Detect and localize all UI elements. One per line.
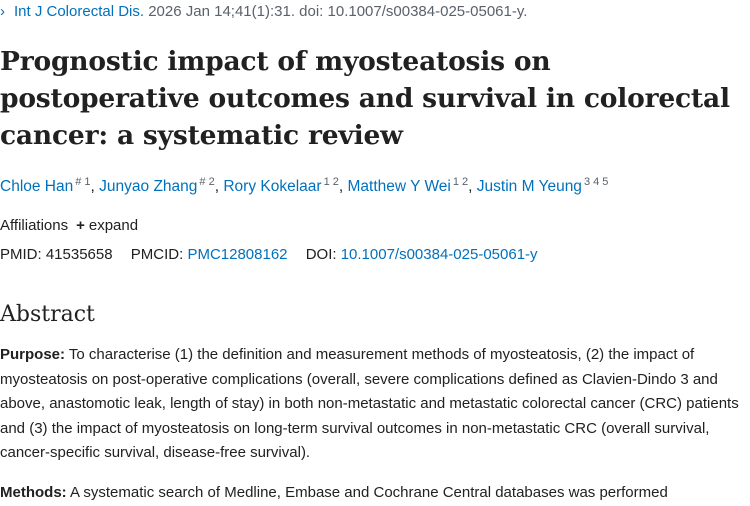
citation-line: › Int J Colorectal Dis. 2026 Jan 14;41(1)… <box>0 3 527 20</box>
journal-link[interactable]: Int J Colorectal Dis. <box>14 3 145 20</box>
author-link[interactable]: Junyao Zhang <box>99 178 198 195</box>
article-title: Prognostic impact of myosteatosis on pos… <box>0 46 730 151</box>
methods-text: A systematic search of Medline, Embase a… <box>66 484 668 501</box>
methods-label: Methods: <box>0 484 67 501</box>
doi-label: DOI: <box>305 246 337 263</box>
pmcid-link[interactable]: PMC12808162 <box>187 246 288 263</box>
citation-details: 2026 Jan 14;41(1):31. doi: 10.1007/s0038… <box>144 3 528 20</box>
author-affiliation-refs[interactable]: 1 2 <box>452 176 469 188</box>
author-affiliation-refs[interactable]: # 1 <box>75 176 91 188</box>
author-link[interactable]: Rory Kokelaar <box>223 178 322 195</box>
abstract-heading: Abstract <box>0 302 95 327</box>
expand-label[interactable]: expand <box>88 217 139 234</box>
doi-link[interactable]: 10.1007/s00384-025-05061-y <box>340 246 538 263</box>
author-link[interactable]: Chloe Han <box>0 178 74 195</box>
pmid-label: PMID: <box>0 246 42 263</box>
author-affiliation-refs[interactable]: # 2 <box>199 176 215 188</box>
purpose-label: Purpose: <box>0 346 66 363</box>
author-affiliation-refs[interactable]: 1 2 <box>323 176 339 188</box>
author-link[interactable]: Justin M Yeung <box>476 178 582 195</box>
purpose-text: To characterise (1) the definition and m… <box>0 346 739 461</box>
chevron-right-icon: › <box>0 3 5 20</box>
article-identifiers: PMID: 41535658 PMCID: PMC12808162 DOI: 1… <box>0 246 538 263</box>
abstract-purpose: Purpose: To characterise (1) the definit… <box>0 343 750 466</box>
author-list: Chloe Han # 1, Junyao Zhang # 2, Rory Koke… <box>0 176 609 195</box>
abstract-methods: Methods: A systematic search of Medline,… <box>0 481 750 506</box>
affiliations-toggle[interactable]: Affiliations + expand <box>0 217 138 234</box>
plus-icon: + <box>76 217 85 234</box>
pmcid-label: PMCID: <box>130 246 184 263</box>
pmid-value: 41535658 <box>45 246 113 263</box>
author-link[interactable]: Matthew Y Wei <box>347 178 451 195</box>
affiliations-label: Affiliations <box>0 217 69 234</box>
author-affiliation-refs[interactable]: 3 4 5 <box>583 176 609 188</box>
